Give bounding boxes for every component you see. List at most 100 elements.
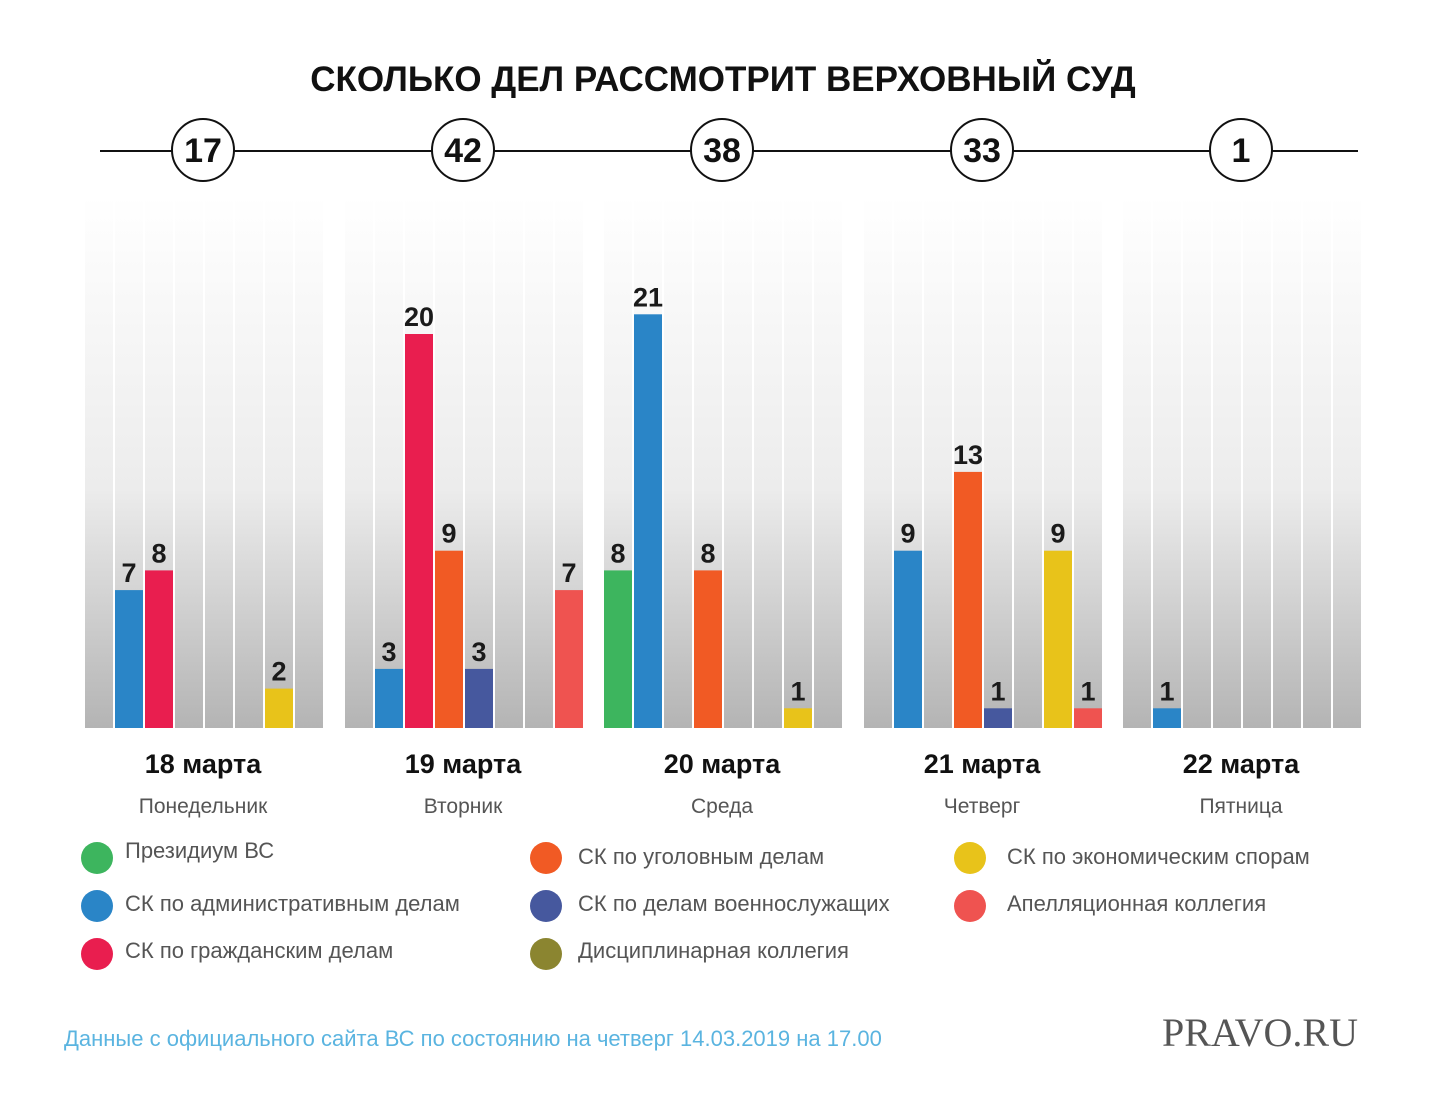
value-label: 7 (561, 558, 576, 588)
date-label: 18 марта (145, 749, 263, 779)
value-label: 3 (381, 637, 396, 667)
bar (1044, 550, 1072, 728)
value-label: 1 (790, 676, 805, 706)
column-bg (85, 196, 113, 728)
date-label: 20 марта (664, 749, 782, 779)
value-label: 1 (1159, 676, 1174, 706)
value-label: 13 (953, 440, 983, 470)
legend-swatch (954, 842, 986, 874)
legend-label: СК по делам военнослужащих (578, 891, 890, 916)
legend-swatch (530, 890, 562, 922)
total-label: 42 (444, 132, 482, 170)
column-bg (664, 196, 692, 728)
total-circle (1209, 118, 1273, 182)
legend-label: СК по гражданским делам (125, 938, 393, 963)
bar (145, 570, 173, 728)
column-bg (235, 196, 263, 728)
value-label: 9 (1050, 519, 1065, 549)
value-label: 8 (700, 538, 715, 568)
column-bg (1243, 196, 1271, 728)
source-note: Данные с официального сайта ВС по состоя… (64, 1026, 882, 1051)
column-bg (175, 196, 203, 728)
date-label: 21 марта (924, 749, 1042, 779)
legend-label: СК по административным делам (125, 891, 460, 916)
legend-swatch (530, 842, 562, 874)
legend-label: СК по экономическим спорам (1007, 844, 1310, 869)
column-bg (1123, 196, 1151, 728)
bar (634, 314, 662, 728)
column-bg (495, 196, 523, 728)
bar (894, 550, 922, 728)
total-label: 1 (1232, 132, 1251, 170)
column-bg (265, 196, 293, 728)
column-bg (814, 196, 842, 728)
legend-swatch (954, 890, 986, 922)
column-bg (1183, 196, 1211, 728)
bar (984, 708, 1012, 728)
total-circle (171, 118, 235, 182)
bar (954, 471, 982, 728)
column-bg (724, 196, 752, 728)
legend-label: Дисциплинарная коллегия (578, 938, 849, 963)
bar (1153, 708, 1181, 728)
bar (265, 688, 293, 728)
column-bg (1153, 196, 1181, 728)
weekday-label: Среда (691, 795, 753, 818)
column-bg (784, 196, 812, 728)
value-label: 2 (271, 657, 286, 687)
column-bg (984, 196, 1012, 728)
legend-swatch (530, 938, 562, 970)
column-bg (1014, 196, 1042, 728)
background-columns (85, 196, 1361, 728)
weekday-label: Понедельник (139, 795, 268, 818)
column-bg (864, 196, 892, 728)
column-bg (1333, 196, 1361, 728)
bar (115, 590, 143, 728)
bar (604, 570, 632, 728)
bar (405, 334, 433, 728)
total-label: 38 (703, 132, 741, 170)
weekday-label: Пятница (1199, 795, 1282, 818)
legend: Президиум ВС СК по административным делам… (81, 838, 1310, 970)
total-circle (690, 118, 754, 182)
column-bg (525, 196, 553, 728)
value-label: 1 (990, 676, 1005, 706)
total-circle (950, 118, 1014, 182)
date-label: 19 марта (405, 749, 523, 779)
day-labels: 18 марта Понедельник 19 марта Вторник 20 мар… (139, 749, 1301, 818)
value-label: 8 (151, 538, 166, 568)
value-label: 21 (633, 282, 663, 312)
column-bg (1074, 196, 1102, 728)
timeline: 17 42 38 33 1 (100, 118, 1358, 182)
chart-title: СКОЛЬКО ДЕЛ РАССМОТРИТ ВЕРХОВНЫЙ СУД (310, 59, 1136, 99)
bar (375, 668, 403, 728)
legend-swatch (81, 938, 113, 970)
total-label: 17 (184, 132, 222, 170)
column-bg (295, 196, 323, 728)
weekday-label: Вторник (424, 795, 503, 818)
legend-label: Апелляционная коллегия (1007, 891, 1266, 916)
legend-swatch (81, 890, 113, 922)
total-label: 33 (963, 132, 1001, 170)
bars (115, 314, 1181, 728)
value-label: 3 (471, 637, 486, 667)
value-label: 20 (404, 302, 434, 332)
column-bg (1213, 196, 1241, 728)
pravo-logo: PRAVO.RU (1162, 1010, 1358, 1055)
value-label: 8 (610, 538, 625, 568)
bar (1074, 708, 1102, 728)
legend-label: Президиум ВС (125, 838, 274, 863)
bar (694, 570, 722, 728)
column-bg (205, 196, 233, 728)
column-bg (375, 196, 403, 728)
date-label: 22 марта (1183, 749, 1301, 779)
weekday-label: Четверг (944, 795, 1021, 818)
bar (435, 550, 463, 728)
column-bg (924, 196, 952, 728)
value-label: 7 (121, 558, 136, 588)
value-label: 9 (900, 519, 915, 549)
value-label: 9 (441, 519, 456, 549)
column-bg (1303, 196, 1331, 728)
